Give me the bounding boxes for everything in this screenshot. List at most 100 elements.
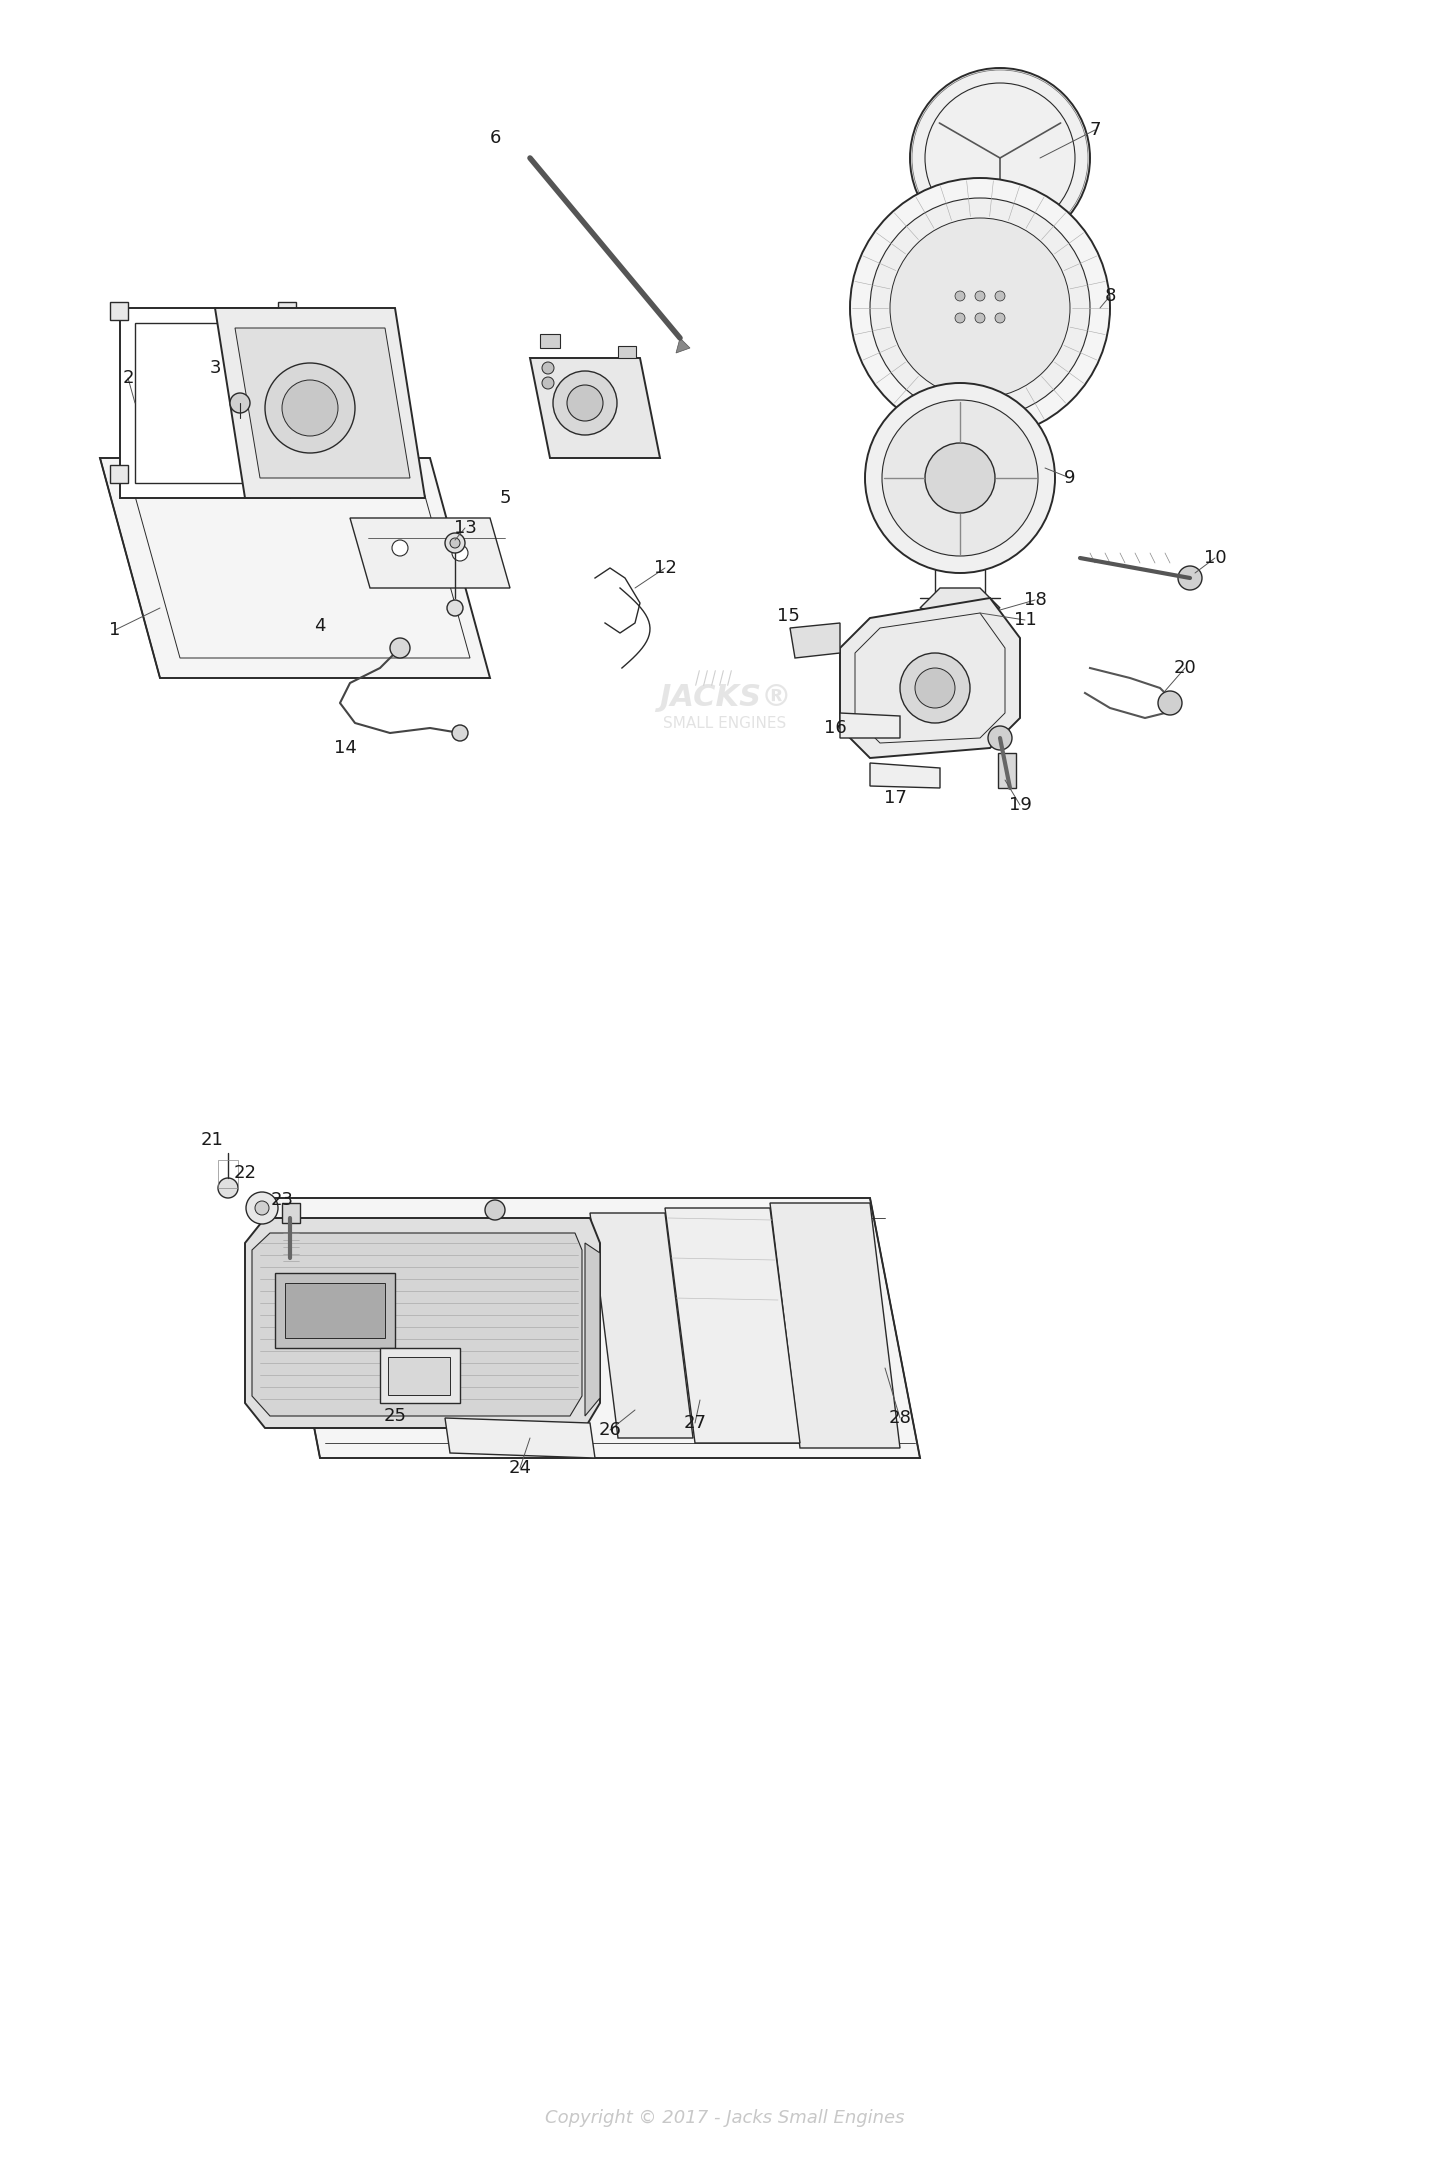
Text: 6: 6 — [489, 129, 500, 146]
Circle shape — [218, 1178, 238, 1198]
Text: 24: 24 — [509, 1459, 532, 1477]
Polygon shape — [870, 762, 940, 788]
Circle shape — [882, 401, 1038, 555]
Circle shape — [974, 314, 985, 322]
Text: 9: 9 — [1064, 468, 1076, 488]
Text: 18: 18 — [1024, 590, 1047, 610]
Bar — [389, 1357, 450, 1394]
Text: 19: 19 — [1009, 795, 1031, 815]
Polygon shape — [215, 307, 425, 499]
Polygon shape — [120, 307, 290, 499]
Circle shape — [956, 314, 966, 322]
Text: 5: 5 — [499, 490, 510, 507]
Circle shape — [850, 179, 1111, 438]
Circle shape — [445, 534, 465, 553]
Circle shape — [542, 362, 554, 375]
Text: 17: 17 — [883, 788, 906, 808]
Circle shape — [281, 379, 338, 436]
Bar — [618, 346, 637, 357]
Circle shape — [247, 1191, 278, 1224]
Polygon shape — [100, 457, 490, 677]
Circle shape — [265, 364, 355, 453]
Text: 10: 10 — [1204, 549, 1227, 566]
Polygon shape — [676, 338, 690, 353]
Polygon shape — [590, 1213, 693, 1437]
Text: 11: 11 — [1014, 612, 1037, 629]
Bar — [281, 1202, 300, 1224]
Polygon shape — [666, 1209, 800, 1444]
Polygon shape — [790, 623, 840, 658]
Polygon shape — [840, 712, 900, 738]
Text: 26: 26 — [599, 1420, 622, 1440]
Circle shape — [890, 218, 1070, 399]
Circle shape — [900, 653, 970, 723]
Text: Copyright © 2017 - Jacks Small Engines: Copyright © 2017 - Jacks Small Engines — [545, 2108, 905, 2128]
Polygon shape — [245, 1218, 600, 1429]
Circle shape — [987, 725, 1012, 749]
Text: SMALL ENGINES: SMALL ENGINES — [663, 717, 786, 730]
Bar — [218, 1161, 238, 1187]
Circle shape — [552, 370, 618, 436]
Text: 14: 14 — [334, 738, 357, 758]
Polygon shape — [531, 357, 660, 457]
Bar — [110, 303, 128, 320]
Bar — [278, 464, 296, 484]
Circle shape — [911, 68, 1090, 248]
Circle shape — [452, 544, 468, 562]
Polygon shape — [840, 599, 1019, 758]
Circle shape — [866, 383, 1056, 573]
Text: 15: 15 — [777, 608, 799, 625]
Text: 20: 20 — [1173, 660, 1196, 677]
Polygon shape — [252, 1233, 581, 1416]
Circle shape — [450, 538, 460, 549]
Polygon shape — [270, 1198, 919, 1457]
Text: 8: 8 — [1105, 287, 1115, 305]
Text: 12: 12 — [654, 560, 677, 577]
Circle shape — [567, 386, 603, 420]
Circle shape — [255, 1200, 270, 1215]
Polygon shape — [919, 588, 1000, 619]
Text: 21: 21 — [200, 1130, 223, 1150]
Polygon shape — [349, 518, 510, 588]
Circle shape — [542, 377, 554, 390]
Circle shape — [995, 314, 1005, 322]
Text: 3: 3 — [209, 359, 220, 377]
Bar — [380, 1348, 460, 1403]
Circle shape — [484, 1200, 505, 1220]
Bar — [998, 754, 1016, 788]
Bar — [278, 303, 296, 320]
Circle shape — [995, 292, 1005, 301]
Text: 28: 28 — [889, 1409, 912, 1427]
Polygon shape — [235, 329, 410, 477]
Text: 4: 4 — [315, 616, 326, 636]
Circle shape — [1159, 690, 1182, 714]
Text: 25: 25 — [383, 1407, 406, 1424]
Circle shape — [390, 638, 410, 658]
Text: 16: 16 — [824, 719, 847, 736]
Circle shape — [452, 725, 468, 741]
Text: 27: 27 — [683, 1414, 706, 1431]
Bar — [286, 1283, 386, 1337]
Circle shape — [1177, 566, 1202, 590]
Circle shape — [231, 392, 249, 414]
Circle shape — [974, 292, 985, 301]
Polygon shape — [584, 1244, 600, 1416]
Circle shape — [447, 599, 463, 616]
Circle shape — [925, 442, 995, 514]
Polygon shape — [770, 1202, 900, 1448]
Text: 7: 7 — [1089, 122, 1101, 139]
Circle shape — [870, 198, 1090, 418]
Text: 22: 22 — [233, 1163, 257, 1183]
Text: 2: 2 — [122, 368, 133, 388]
Circle shape — [392, 540, 407, 555]
Text: 23: 23 — [271, 1191, 293, 1209]
Text: 1: 1 — [109, 621, 120, 638]
Bar — [276, 1272, 394, 1348]
Circle shape — [956, 292, 966, 301]
Text: JACKS®: JACKS® — [658, 684, 792, 712]
Bar — [110, 464, 128, 484]
Bar — [539, 333, 560, 348]
Circle shape — [915, 669, 956, 708]
Polygon shape — [445, 1418, 594, 1457]
Text: 13: 13 — [454, 518, 477, 538]
